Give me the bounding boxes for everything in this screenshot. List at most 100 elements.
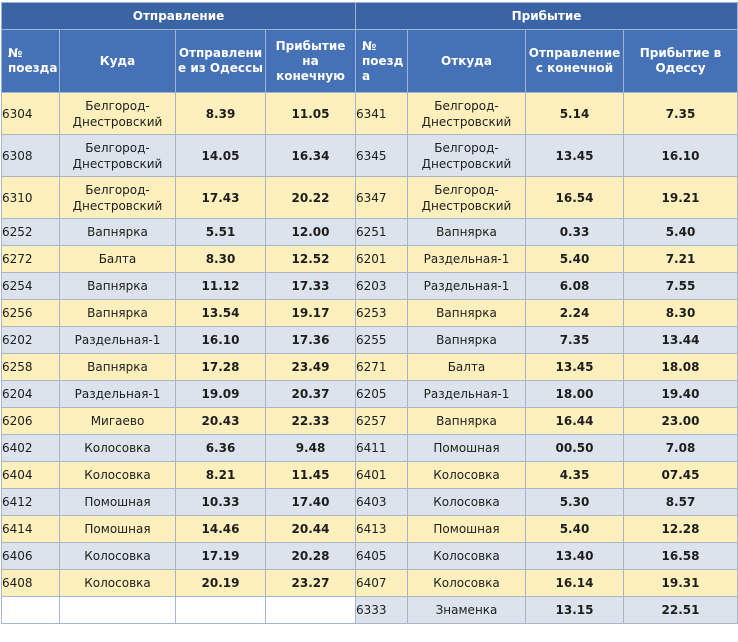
- table-row: 6402 Колосовка 6.36 9.48 6411 Помошная 00.50 7.…: [1, 434, 738, 462]
- arrive-odessa-time-cell: 19.31: [622, 569, 738, 597]
- table-row: 6252 Вапнярка 5.51 12.00 6251 Вапнярка 0.33 5.4…: [1, 218, 738, 246]
- arrive-terminal-time-cell: 22.33: [265, 407, 356, 435]
- train-number-in-cell: 6251: [355, 218, 408, 246]
- train-number-in-cell: 6255: [355, 326, 408, 354]
- col-header-depart-odessa: Отправлени е из Одессы: [175, 29, 266, 93]
- arrive-odessa-time-cell: 22.51: [622, 596, 738, 624]
- depart-odessa-time-cell: 14.05: [175, 134, 266, 177]
- destination-cell: Белгород-Днестровский: [59, 134, 176, 177]
- table-row: 6308 Белгород-Днестровский 14.05 16.34 6345 Б…: [1, 134, 738, 177]
- train-number-out-cell: 6308: [1, 134, 60, 177]
- table-row: 6414 Помошная 14.46 20.44 6413 Помошная 5.40 12…: [1, 515, 738, 543]
- train-number-in-cell: 6257: [355, 407, 408, 435]
- depart-terminal-time-cell: 00.50: [525, 434, 624, 462]
- col-header-depart-terminal: Отправление с конечной: [525, 29, 624, 93]
- train-number-out-cell: 6202: [1, 326, 60, 354]
- depart-terminal-time-cell: 13.45: [525, 353, 624, 381]
- train-number-out-cell: 6204: [1, 380, 60, 408]
- train-number-out-cell: 6310: [1, 176, 60, 219]
- train-number-out-cell: 6408: [1, 569, 60, 597]
- origin-cell: Вапнярка: [407, 407, 526, 435]
- destination-cell: Колосовка: [59, 542, 176, 570]
- departure-group-header: Отправление: [1, 2, 356, 30]
- destination-cell: [59, 596, 176, 624]
- destination-cell: Вапнярка: [59, 353, 176, 381]
- depart-odessa-time-cell: 17.43: [175, 176, 266, 219]
- depart-odessa-time-cell: 6.36: [175, 434, 266, 462]
- destination-cell: Белгород-Днестровский: [59, 176, 176, 219]
- destination-cell: Вапнярка: [59, 272, 176, 300]
- depart-odessa-time-cell: 11.12: [175, 272, 266, 300]
- train-number-in-cell: 6271: [355, 353, 408, 381]
- train-number-in-cell: 6345: [355, 134, 408, 177]
- depart-odessa-time-cell: 20.19: [175, 569, 266, 597]
- table-row: 6254 Вапнярка 11.12 17.33 6203 Раздельная-1 6.…: [1, 272, 738, 300]
- arrive-odessa-time-cell: 07.45: [622, 461, 738, 489]
- arrive-terminal-time-cell: 23.27: [265, 569, 356, 597]
- origin-cell: Раздельная-1: [407, 380, 526, 408]
- train-number-out-cell: 6412: [1, 488, 60, 516]
- origin-cell: Белгород-Днестровский: [407, 176, 526, 219]
- table-row: 6406 Колосовка 17.19 20.28 6405 Колосовка 13.4…: [1, 542, 738, 570]
- arrive-odessa-time-cell: 18.08: [622, 353, 738, 381]
- depart-odessa-time-cell: 17.28: [175, 353, 266, 381]
- train-number-out-cell: 6404: [1, 461, 60, 489]
- train-schedule-table: Отправление Прибытие № поезда Куда Отпра…: [1, 2, 738, 624]
- origin-cell: Колосовка: [407, 569, 526, 597]
- train-number-in-cell: 6347: [355, 176, 408, 219]
- destination-cell: Колосовка: [59, 434, 176, 462]
- train-number-out-cell: 6252: [1, 218, 60, 246]
- destination-cell: Раздельная-1: [59, 380, 176, 408]
- arrive-terminal-time-cell: 17.33: [265, 272, 356, 300]
- depart-odessa-time-cell: 8.30: [175, 245, 266, 273]
- depart-terminal-time-cell: 5.14: [525, 92, 624, 135]
- depart-odessa-time-cell: [175, 596, 266, 624]
- origin-cell: Помошная: [407, 515, 526, 543]
- train-number-in-cell: 6407: [355, 569, 408, 597]
- depart-terminal-time-cell: 6.08: [525, 272, 624, 300]
- train-number-out-cell: 6304: [1, 92, 60, 135]
- train-number-in-cell: 6411: [355, 434, 408, 462]
- train-number-in-cell: 6341: [355, 92, 408, 135]
- col-header-train-number-out: № поезда: [1, 29, 60, 93]
- origin-cell: Белгород-Днестровский: [407, 134, 526, 177]
- arrive-odessa-time-cell: 16.10: [622, 134, 738, 177]
- table-row: 6404 Колосовка 8.21 11.45 6401 Колосовка 4.35 0…: [1, 461, 738, 489]
- arrive-terminal-time-cell: 19.17: [265, 299, 356, 327]
- destination-cell: Колосовка: [59, 569, 176, 597]
- train-number-in-cell: 6333: [355, 596, 408, 624]
- train-number-in-cell: 6205: [355, 380, 408, 408]
- origin-cell: Вапнярка: [407, 299, 526, 327]
- arrive-terminal-time-cell: 12.00: [265, 218, 356, 246]
- depart-odessa-time-cell: 20.43: [175, 407, 266, 435]
- depart-terminal-time-cell: 0.33: [525, 218, 624, 246]
- train-number-in-cell: 6405: [355, 542, 408, 570]
- depart-odessa-time-cell: 5.51: [175, 218, 266, 246]
- depart-terminal-time-cell: 4.35: [525, 461, 624, 489]
- train-number-in-cell: 6401: [355, 461, 408, 489]
- origin-cell: Вапнярка: [407, 326, 526, 354]
- depart-odessa-time-cell: 8.39: [175, 92, 266, 135]
- arrive-terminal-time-cell: 11.45: [265, 461, 356, 489]
- arrive-odessa-time-cell: 19.21: [622, 176, 738, 219]
- arrive-terminal-time-cell: [265, 596, 356, 624]
- origin-cell: Раздельная-1: [407, 245, 526, 273]
- table-row: 6408 Колосовка 20.19 23.27 6407 Колосовка 16.1…: [1, 569, 738, 597]
- arrive-odessa-time-cell: 8.30: [622, 299, 738, 327]
- table-row: 6304 Белгород-Днестровский 8.39 11.05 6341 Бе…: [1, 92, 738, 135]
- train-number-in-cell: 6203: [355, 272, 408, 300]
- train-number-out-cell: 6406: [1, 542, 60, 570]
- arrive-terminal-time-cell: 9.48: [265, 434, 356, 462]
- depart-odessa-time-cell: 16.10: [175, 326, 266, 354]
- origin-cell: Колосовка: [407, 542, 526, 570]
- depart-terminal-time-cell: 16.54: [525, 176, 624, 219]
- arrive-terminal-time-cell: 17.36: [265, 326, 356, 354]
- train-number-in-cell: 6253: [355, 299, 408, 327]
- arrive-odessa-time-cell: 7.08: [622, 434, 738, 462]
- depart-terminal-time-cell: 5.40: [525, 245, 624, 273]
- destination-cell: Помошная: [59, 515, 176, 543]
- arrive-odessa-time-cell: 7.35: [622, 92, 738, 135]
- arrive-terminal-time-cell: 17.40: [265, 488, 356, 516]
- depart-odessa-time-cell: 13.54: [175, 299, 266, 327]
- arrive-odessa-time-cell: 19.40: [622, 380, 738, 408]
